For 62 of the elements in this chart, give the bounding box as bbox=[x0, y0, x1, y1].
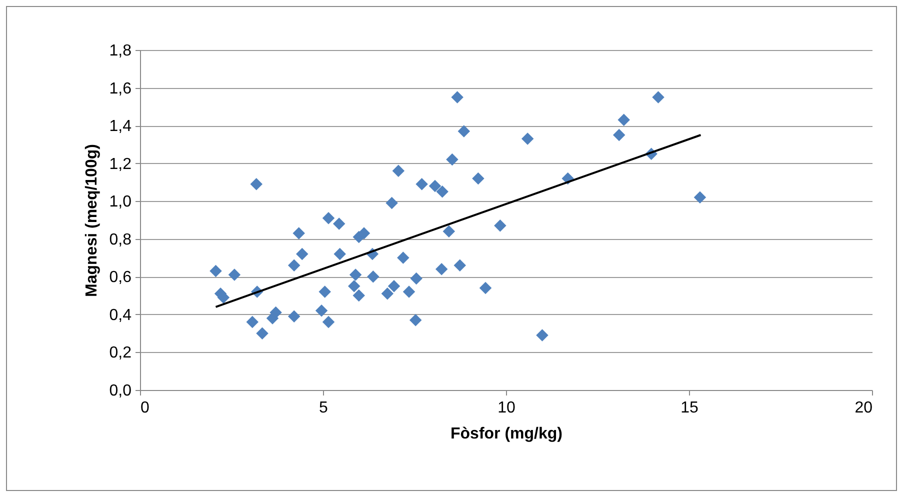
y-tick-label: 1,8 bbox=[109, 42, 132, 60]
y-tick-label: 0,8 bbox=[109, 231, 132, 248]
x-tick-label: 10 bbox=[498, 400, 516, 416]
point bbox=[256, 327, 268, 340]
point bbox=[536, 329, 548, 342]
point bbox=[479, 282, 492, 294]
point bbox=[367, 270, 380, 283]
point bbox=[446, 153, 458, 166]
y-tick-label: 1,6 bbox=[109, 80, 132, 98]
point bbox=[436, 186, 448, 198]
point bbox=[435, 262, 448, 276]
point bbox=[458, 125, 470, 138]
point bbox=[428, 180, 442, 192]
point bbox=[454, 259, 466, 272]
point bbox=[348, 280, 360, 292]
point bbox=[334, 248, 346, 260]
point bbox=[349, 268, 362, 281]
x-tick-label: 0 bbox=[140, 400, 150, 416]
point bbox=[402, 286, 416, 298]
point bbox=[381, 288, 394, 300]
point bbox=[315, 304, 328, 317]
x-axis-title: Fòsfor (mg/kg) bbox=[450, 426, 562, 442]
x-tick-label: 20 bbox=[854, 400, 873, 416]
point bbox=[288, 259, 300, 272]
point bbox=[392, 164, 405, 178]
y-tick-label: 1,0 bbox=[109, 194, 132, 211]
point bbox=[652, 91, 664, 104]
point bbox=[416, 178, 428, 190]
point bbox=[288, 310, 300, 322]
point bbox=[352, 289, 365, 302]
point bbox=[410, 272, 422, 285]
point bbox=[388, 280, 400, 292]
point bbox=[612, 128, 626, 142]
y-tick-label: 1,4 bbox=[109, 118, 132, 136]
point bbox=[322, 316, 335, 328]
point bbox=[618, 114, 630, 126]
point bbox=[442, 225, 456, 238]
point bbox=[494, 220, 506, 232]
y-axis-title: Magnesi (meq/100g) bbox=[83, 144, 100, 297]
point bbox=[451, 91, 464, 104]
point bbox=[472, 172, 484, 185]
point bbox=[332, 218, 346, 230]
point bbox=[409, 314, 422, 326]
point bbox=[250, 178, 263, 190]
y-tick-label: 0,6 bbox=[109, 269, 132, 286]
point bbox=[386, 196, 398, 210]
y-tick-label: 0,0 bbox=[109, 382, 132, 400]
y-tick-label: 0,4 bbox=[109, 306, 132, 324]
point bbox=[296, 248, 308, 260]
point bbox=[397, 252, 410, 264]
point bbox=[322, 212, 335, 224]
point bbox=[318, 286, 331, 298]
x-tick-label: 15 bbox=[680, 400, 698, 416]
point bbox=[228, 268, 241, 281]
y-tick-label: 1,2 bbox=[109, 156, 132, 173]
point bbox=[521, 132, 534, 145]
point bbox=[694, 191, 706, 204]
point bbox=[246, 316, 258, 328]
y-tick-label: 0,2 bbox=[109, 344, 132, 362]
point bbox=[292, 227, 305, 240]
point bbox=[210, 264, 222, 278]
x-tick-label: 5 bbox=[319, 400, 328, 416]
